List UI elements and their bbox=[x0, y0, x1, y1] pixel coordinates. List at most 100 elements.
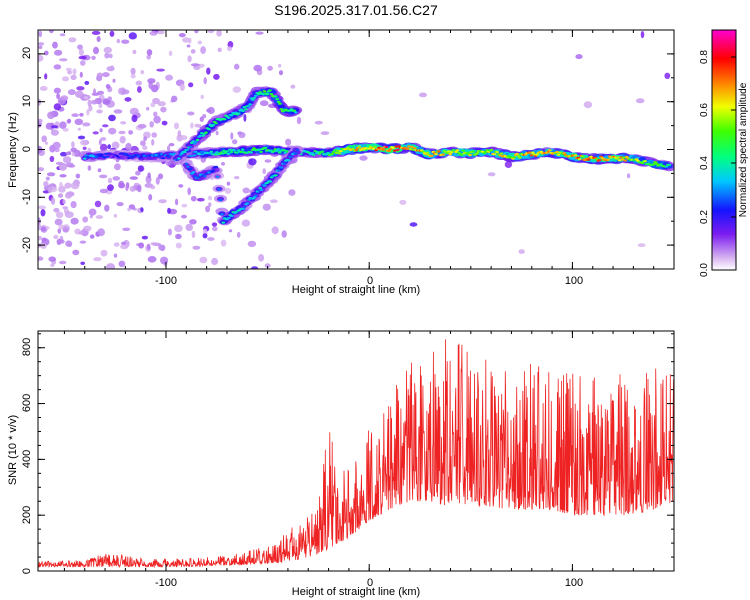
spectrogram-ridge-main-carrier bbox=[620, 158, 625, 161]
spectrogram-speckle bbox=[60, 95, 69, 101]
spectrogram-speckle bbox=[128, 130, 134, 135]
spectrogram-speckle bbox=[99, 143, 108, 152]
spectrogram-speckle bbox=[62, 76, 69, 82]
spectrogram-speckle bbox=[262, 168, 267, 175]
spectrogram-speckle bbox=[233, 176, 240, 180]
spectrogram-speckle bbox=[213, 73, 220, 80]
spectrogram-speckle bbox=[320, 131, 330, 136]
spectrogram-ridge-main-carrier bbox=[556, 153, 561, 156]
spectrogram-speckle bbox=[142, 145, 148, 151]
spectrogram-ridge-main-carrier bbox=[128, 154, 133, 158]
spectrogram-speckle bbox=[70, 217, 79, 225]
spectrogram-speckle bbox=[104, 52, 110, 59]
spectrogram-ridge-upper-trace bbox=[222, 118, 227, 121]
spectrogram-speckle bbox=[259, 100, 269, 107]
spectrogram-speckle bbox=[288, 189, 296, 196]
spectrogram-speckle bbox=[207, 195, 213, 201]
spectrogram-speckle bbox=[71, 113, 79, 118]
spectrogram-speckle bbox=[72, 249, 80, 256]
spectrogram-speckle bbox=[238, 132, 246, 139]
spectrogram-speckle bbox=[191, 230, 196, 239]
spectrogram-speckle bbox=[44, 141, 49, 145]
spectrogram-speckle bbox=[258, 253, 265, 262]
spectrogram-ridge-main-carrier bbox=[475, 152, 480, 155]
spectrogram-speckle bbox=[71, 141, 75, 148]
spectrogram-speckle bbox=[50, 197, 56, 205]
spectrogram-speckle bbox=[92, 131, 99, 135]
spectrogram-speckle bbox=[38, 42, 45, 46]
spectrogram-speckle bbox=[100, 137, 107, 141]
spectrogram-speckle bbox=[65, 240, 73, 247]
spectrogram-speckle bbox=[664, 72, 671, 80]
spectrogram-speckle bbox=[93, 46, 99, 55]
spectrogram-speckle bbox=[75, 90, 84, 99]
spectrogram-ridge-upper-trace bbox=[261, 93, 265, 96]
spectrogram-ridge-main-carrier bbox=[127, 156, 131, 159]
spectrogram-speckle bbox=[91, 55, 96, 61]
spectrogram-ridge-lower-trace bbox=[286, 159, 291, 162]
spectrogram-speckle bbox=[192, 245, 201, 250]
spectrogram-speckle bbox=[62, 199, 66, 204]
spectrogram-speckle bbox=[64, 182, 72, 189]
spectrogram-speckle bbox=[146, 243, 151, 251]
spectrogram-speckle bbox=[151, 132, 157, 138]
spectrogram-ridge-main-carrier bbox=[622, 156, 626, 159]
top-x-axis-label: Height of straight line (km) bbox=[292, 284, 420, 296]
colorbar-ticks bbox=[731, 56, 736, 271]
spectrogram-speckle bbox=[140, 140, 146, 146]
spectrogram-speckle bbox=[150, 102, 156, 108]
spectrogram-ridge-upper-trace bbox=[252, 96, 257, 99]
spectrogram-speckle bbox=[175, 242, 182, 249]
spectrogram-speckle bbox=[74, 118, 84, 126]
spectrogram-speckle bbox=[271, 226, 279, 235]
spectrogram-ridge-upper-trace bbox=[229, 114, 234, 117]
bottom-y-tick-label: 200 bbox=[21, 506, 33, 524]
spectrogram-ridge-lower-trace bbox=[184, 162, 189, 165]
spectrogram-speckle bbox=[129, 176, 138, 180]
spectrogram-speckle bbox=[207, 30, 215, 34]
spectrogram-speckle bbox=[67, 118, 72, 124]
spectrogram-ridge-main-carrier bbox=[189, 154, 194, 157]
spectrogram-speckle bbox=[62, 128, 69, 132]
spectrogram-ridge-main-carrier bbox=[548, 149, 552, 152]
spectrogram-speckle bbox=[59, 58, 68, 62]
spectrogram-speckle bbox=[65, 67, 72, 71]
spectrogram-speckle bbox=[41, 135, 47, 143]
spectrogram-speckle bbox=[67, 151, 72, 155]
spectrogram-speckle bbox=[68, 37, 77, 43]
spectrogram-speckle bbox=[98, 139, 102, 146]
spectrogram-ridge-main-carrier bbox=[623, 159, 627, 162]
spectrogram-speckle bbox=[232, 86, 241, 93]
spectrogram-speckle bbox=[59, 33, 66, 37]
spectrogram-speckle bbox=[262, 203, 271, 211]
spectrogram-speckle bbox=[39, 86, 48, 91]
spectrogram-speckle bbox=[161, 120, 168, 126]
spectrogram-ridge-upper-trace bbox=[177, 157, 181, 160]
spectrogram-ridge-main-carrier bbox=[619, 156, 623, 159]
spectrogram-ridge-upper-trace bbox=[275, 98, 280, 101]
spectrogram-speckle bbox=[129, 107, 139, 116]
spectrogram-speckle bbox=[157, 30, 165, 35]
spectrogram-speckle bbox=[52, 41, 58, 49]
spectrogram-speckle bbox=[359, 155, 368, 161]
spectrogram-speckle bbox=[190, 63, 200, 67]
spectrogram-speckle bbox=[285, 138, 292, 146]
spectrogram-speckle bbox=[78, 48, 84, 56]
spectrogram-speckle bbox=[48, 256, 56, 262]
spectrogram-speckle bbox=[57, 193, 64, 198]
spectrogram-ridge-main-carrier bbox=[528, 151, 532, 154]
bottom-y-tick-label: 600 bbox=[21, 394, 33, 412]
spectrogram-ridge-main-carrier bbox=[111, 155, 115, 159]
spectrogram-ridge-main-carrier bbox=[354, 148, 359, 151]
spectrogram-speckle bbox=[99, 128, 103, 133]
spectrogram-speckle bbox=[40, 226, 47, 232]
spectrogram-speckle bbox=[140, 70, 144, 75]
spectrogram-speckle bbox=[120, 244, 129, 250]
spectrogram-ridge-main-carrier bbox=[498, 154, 502, 157]
spectrogram-speckle bbox=[281, 230, 287, 238]
spectrogram-ridge-main-carrier bbox=[405, 147, 410, 150]
spectrogram-ridge-lower-trace bbox=[294, 152, 298, 155]
spectrogram-speckle bbox=[125, 185, 129, 191]
spectrogram-speckle bbox=[79, 112, 84, 117]
spectrogram-speckle bbox=[150, 185, 156, 190]
